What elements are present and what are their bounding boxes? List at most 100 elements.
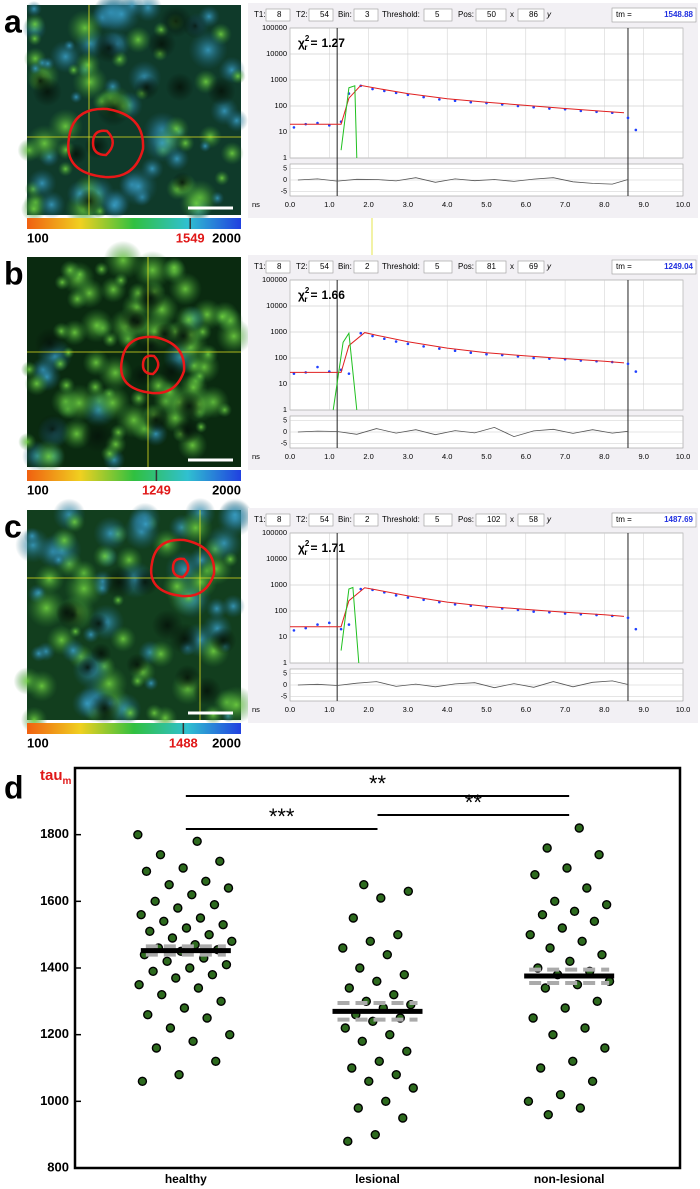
- colorbar-marker-label: 1249: [142, 482, 171, 497]
- texture: [66, 288, 88, 310]
- data-point: [540, 983, 551, 993]
- colorbar-max: 2000: [212, 482, 241, 497]
- control-value: 3: [365, 10, 370, 19]
- data-point: [580, 1023, 590, 1033]
- y2-tick-label: 5: [283, 417, 287, 424]
- texture: [93, 33, 124, 64]
- data-point: [357, 1036, 367, 1047]
- colorbar-max: 2000: [212, 230, 241, 245]
- x-tick-label: 5.0: [481, 200, 491, 209]
- texture: [174, 664, 201, 691]
- data-point: [359, 587, 363, 591]
- x-tick-label: 0.0: [285, 452, 295, 461]
- texture: [84, 133, 109, 159]
- data-point: [165, 1023, 176, 1033]
- texture: [192, 676, 222, 706]
- data-point: [383, 89, 386, 93]
- data-point: [394, 340, 398, 343]
- chi-sup: 2: [305, 286, 310, 295]
- texture: [51, 527, 78, 554]
- x-tick-label: 10.0: [676, 705, 691, 714]
- data-point: [223, 883, 234, 893]
- x-tick-label: 9.0: [638, 705, 648, 714]
- panel-label: a: [4, 3, 22, 39]
- chi-sub: r: [304, 295, 307, 304]
- control-box: [423, 513, 453, 527]
- x-tick-label: healthy: [165, 1172, 207, 1186]
- texture: [31, 439, 66, 474]
- texture: [88, 613, 109, 634]
- chi-sup: 2: [305, 539, 310, 548]
- texture: [37, 190, 66, 219]
- y-tick-label: 1000: [270, 75, 287, 84]
- control-label: Pos:: [458, 515, 474, 524]
- control-label: Bin:: [338, 262, 352, 271]
- data-point: [385, 1029, 395, 1040]
- texture: [135, 514, 156, 534]
- texture: [130, 673, 145, 689]
- y-tick-label: 1800: [40, 826, 69, 841]
- texture: [229, 68, 246, 85]
- y2-tick-label: 5: [283, 670, 287, 677]
- control-value: 81: [487, 262, 496, 271]
- data-point: [530, 869, 540, 880]
- data-point: [134, 979, 144, 990]
- y-tick-label: 100: [274, 606, 287, 615]
- texture: [90, 643, 112, 664]
- texture: [102, 566, 136, 599]
- tm-box: [611, 7, 697, 23]
- data-point: [359, 331, 363, 335]
- data-point: [347, 1063, 357, 1073]
- texture: [34, 327, 65, 359]
- control-box: [423, 8, 453, 22]
- texture: [18, 432, 37, 451]
- x-tick-label: 3.0: [403, 452, 413, 461]
- texture: [165, 72, 195, 102]
- panel-label: b: [4, 255, 24, 291]
- data-point: [145, 926, 155, 937]
- y-tick-label: 1000: [40, 1093, 69, 1108]
- data-point: [347, 372, 351, 375]
- data-point: [348, 913, 359, 923]
- texture: [206, 76, 236, 106]
- colorbar-min: 100: [27, 230, 49, 245]
- control-label: T2:: [296, 515, 308, 524]
- data-point: [353, 1103, 363, 1113]
- control-label: Pos:: [458, 10, 474, 19]
- texture: [124, 26, 152, 54]
- y2-tick-label: 5: [283, 165, 287, 172]
- tm-label: tm =: [616, 515, 632, 524]
- texture: [60, 383, 99, 423]
- control-label: T2:: [296, 262, 308, 271]
- texture: [52, 553, 66, 567]
- data-point: [371, 334, 374, 338]
- data-point: [402, 1046, 412, 1057]
- x-unit: ns: [252, 452, 260, 461]
- data-point: [328, 621, 331, 625]
- control-label: T1:: [254, 10, 266, 19]
- data-point: [343, 1136, 353, 1147]
- texture: [26, 670, 58, 702]
- texture: [64, 511, 86, 533]
- texture: [61, 319, 88, 346]
- control-value: 54: [320, 262, 329, 271]
- data-point: [162, 956, 172, 967]
- data-point: [159, 916, 169, 927]
- texture: [214, 308, 231, 325]
- texture: [133, 0, 163, 22]
- roi-inner: [171, 557, 190, 579]
- y-axis-label-sub: m: [63, 776, 72, 787]
- data-point: [143, 1009, 153, 1020]
- data-point: [195, 913, 206, 923]
- roi-outer: [149, 538, 216, 598]
- control-box: [517, 260, 545, 274]
- data-point: [579, 109, 583, 113]
- data-point: [304, 626, 308, 630]
- control-value: 50: [487, 10, 496, 19]
- y-tick-label: 800: [47, 1159, 69, 1174]
- texture: [142, 123, 182, 163]
- control-box: [353, 8, 379, 22]
- x-tick-label: 5.0: [481, 452, 491, 461]
- tm-box: [611, 512, 697, 528]
- texture: [26, 588, 67, 628]
